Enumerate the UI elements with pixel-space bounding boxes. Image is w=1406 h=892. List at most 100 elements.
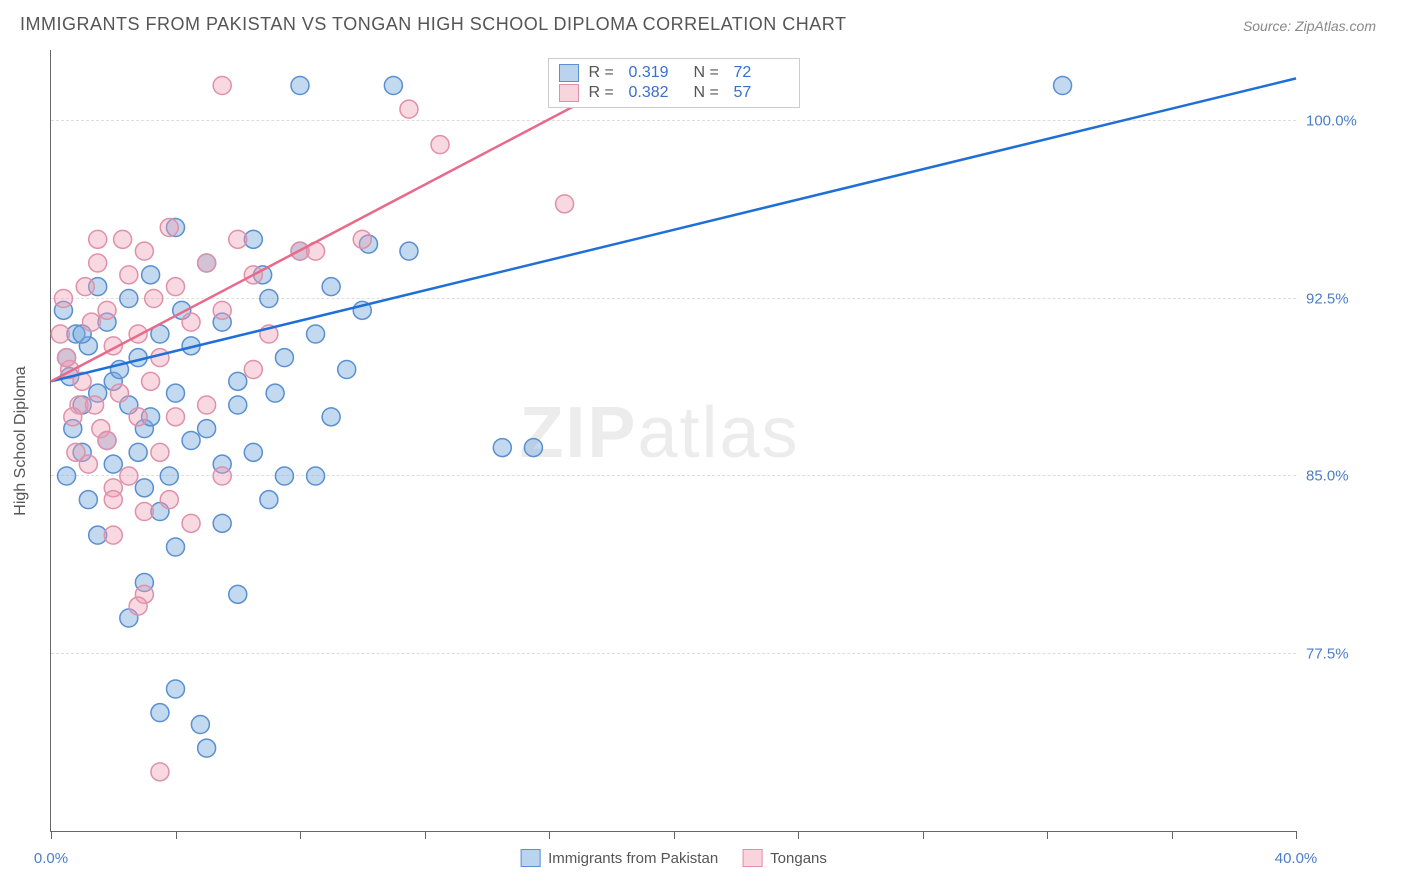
scatter-point xyxy=(213,514,231,532)
y-tick-label: 77.5% xyxy=(1306,645,1386,662)
scatter-point xyxy=(198,420,216,438)
x-tick xyxy=(51,831,52,839)
n-value: 72 xyxy=(734,64,789,82)
correlation-legend: R = 0.319 N = 72 R = 0.382 N = 57 xyxy=(548,58,800,108)
scatter-point xyxy=(110,384,128,402)
scatter-point xyxy=(353,230,371,248)
scatter-point xyxy=(400,100,418,118)
scatter-point xyxy=(120,290,138,308)
scatter-point xyxy=(524,439,542,457)
scatter-point xyxy=(129,408,147,426)
scatter-point xyxy=(229,585,247,603)
scatter-point xyxy=(244,361,262,379)
scatter-point xyxy=(198,739,216,757)
scatter-point xyxy=(98,301,116,319)
swatch-icon xyxy=(559,84,579,102)
scatter-plot-svg xyxy=(51,50,1296,831)
scatter-point xyxy=(58,467,76,485)
scatter-point xyxy=(160,467,178,485)
scatter-point xyxy=(191,716,209,734)
scatter-point xyxy=(129,325,147,343)
scatter-point xyxy=(167,538,185,556)
scatter-point xyxy=(198,396,216,414)
scatter-point xyxy=(104,455,122,473)
scatter-point xyxy=(64,408,82,426)
x-tick xyxy=(923,831,924,839)
scatter-point xyxy=(151,443,169,461)
y-tick-label: 85.0% xyxy=(1306,468,1386,485)
scatter-point xyxy=(556,195,574,213)
scatter-point xyxy=(129,597,147,615)
legend-row-pakistan: R = 0.319 N = 72 xyxy=(559,63,789,83)
scatter-point xyxy=(142,266,160,284)
scatter-point xyxy=(58,349,76,367)
x-tick xyxy=(300,831,301,839)
scatter-point xyxy=(384,77,402,95)
scatter-point xyxy=(275,349,293,367)
scatter-point xyxy=(182,313,200,331)
scatter-point xyxy=(260,491,278,509)
regression-line xyxy=(51,78,627,381)
swatch-icon xyxy=(742,849,762,867)
scatter-point xyxy=(79,491,97,509)
x-tick xyxy=(674,831,675,839)
scatter-point xyxy=(135,479,153,497)
scatter-point xyxy=(54,290,72,308)
scatter-point xyxy=(244,443,262,461)
scatter-point xyxy=(104,491,122,509)
scatter-point xyxy=(182,514,200,532)
scatter-point xyxy=(104,526,122,544)
scatter-point xyxy=(89,254,107,272)
scatter-point xyxy=(260,290,278,308)
legend-label: Tongans xyxy=(770,850,827,867)
scatter-point xyxy=(229,396,247,414)
scatter-point xyxy=(167,278,185,296)
scatter-point xyxy=(182,432,200,450)
scatter-point xyxy=(431,136,449,154)
scatter-point xyxy=(79,455,97,473)
scatter-point xyxy=(275,467,293,485)
scatter-point xyxy=(167,384,185,402)
scatter-point xyxy=(145,290,163,308)
x-tick xyxy=(425,831,426,839)
scatter-point xyxy=(322,408,340,426)
scatter-point xyxy=(120,266,138,284)
x-tick xyxy=(1172,831,1173,839)
scatter-point xyxy=(338,361,356,379)
x-tick xyxy=(1047,831,1048,839)
scatter-point xyxy=(151,704,169,722)
scatter-point xyxy=(76,278,94,296)
scatter-point xyxy=(307,325,325,343)
y-tick-label: 100.0% xyxy=(1306,113,1386,130)
scatter-point xyxy=(51,325,69,343)
scatter-point xyxy=(142,372,160,390)
x-tick xyxy=(798,831,799,839)
scatter-point xyxy=(213,301,231,319)
scatter-point xyxy=(120,467,138,485)
scatter-point xyxy=(400,242,418,260)
scatter-point xyxy=(98,432,116,450)
scatter-point xyxy=(291,77,309,95)
x-tick xyxy=(1296,831,1297,839)
x-tick-label: 0.0% xyxy=(34,850,68,867)
chart-title: IMMIGRANTS FROM PAKISTAN VS TONGAN HIGH … xyxy=(20,14,846,35)
scatter-point xyxy=(493,439,511,457)
r-value: 0.319 xyxy=(629,64,684,82)
y-tick-label: 92.5% xyxy=(1306,290,1386,307)
scatter-point xyxy=(89,230,107,248)
series-legend: Immigrants from Pakistan Tongans xyxy=(520,849,827,867)
scatter-point xyxy=(151,763,169,781)
scatter-point xyxy=(213,467,231,485)
scatter-point xyxy=(82,313,100,331)
y-axis-label: High School Diploma xyxy=(12,366,30,515)
legend-label: Immigrants from Pakistan xyxy=(548,850,718,867)
scatter-point xyxy=(229,230,247,248)
legend-row-tongans: R = 0.382 N = 57 xyxy=(559,83,789,103)
legend-item: Tongans xyxy=(742,849,827,867)
chart-plot-area: High School Diploma ZIPatlas R = 0.319 N… xyxy=(50,50,1296,832)
scatter-point xyxy=(198,254,216,272)
scatter-point xyxy=(167,680,185,698)
x-tick-label: 40.0% xyxy=(1275,850,1318,867)
x-tick xyxy=(176,831,177,839)
scatter-point xyxy=(322,278,340,296)
